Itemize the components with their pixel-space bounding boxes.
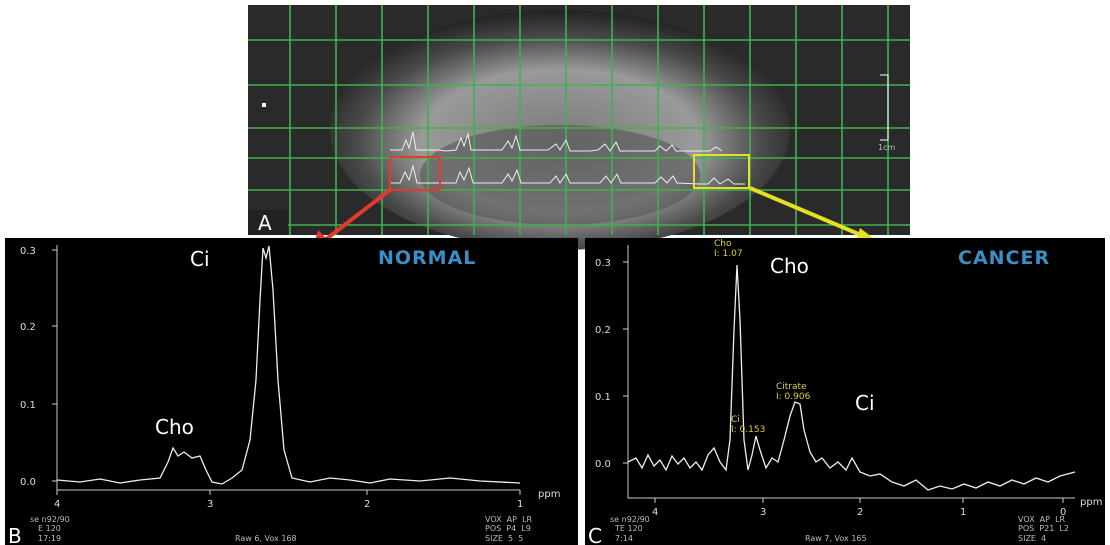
footer-text: VOX AP LR <box>485 515 533 524</box>
peak-label: Cho <box>770 254 809 278</box>
footer-text: POS P21 L2 <box>1018 524 1069 533</box>
x-tick-label: 4 <box>54 499 60 510</box>
x-tick-label: 2 <box>364 499 370 510</box>
footer-text: 17:19 <box>38 534 61 543</box>
annotation: Ci <box>731 415 740 425</box>
footer-text: 7:14 <box>615 534 633 543</box>
panel-background <box>5 238 578 545</box>
y-tick-label: 0.0 <box>20 477 36 488</box>
panel-label: C <box>588 524 602 545</box>
y-tick-label: 0.1 <box>20 400 36 411</box>
y-tick-label: 0.3 <box>595 258 611 269</box>
y-tick-label: 0.1 <box>595 392 611 403</box>
figure: 1cm A 0.3 0.2 0.1 0.0 4 3 2 1 ppm Ci Cho… <box>0 0 1110 545</box>
y-tick-label: 0.3 <box>20 246 36 257</box>
panel-title: NORMAL <box>378 247 476 269</box>
panel-label: B <box>8 524 22 545</box>
annotation: Cho <box>714 239 732 249</box>
x-tick-label: 1 <box>960 507 966 518</box>
annotation: I: 1.07 <box>714 249 743 259</box>
panel-background <box>585 238 1105 545</box>
footer-text: se n92/90 <box>610 515 650 524</box>
footer-text: POS P4 L9 <box>485 524 531 533</box>
y-tick-label: 0.0 <box>595 459 611 470</box>
annotation: I: 0.906 <box>776 392 811 402</box>
footer-text: SIZE 5 5 <box>485 534 523 543</box>
footer-text: SIZE 4 <box>1018 534 1046 543</box>
panel-label: A <box>258 211 272 235</box>
footer-text: Raw 6, Vox 168 <box>235 534 297 543</box>
footer-text: VOX AP LR <box>1018 515 1066 524</box>
panel-title: CANCER <box>958 247 1050 269</box>
marker-dot <box>262 103 266 107</box>
x-tick-label: 3 <box>207 499 213 510</box>
x-unit: ppm <box>538 489 560 500</box>
peak-label: Ci <box>855 391 875 415</box>
footer-text: TE 120 <box>614 524 643 533</box>
y-tick-label: 0.2 <box>20 322 36 333</box>
panel-b: 0.3 0.2 0.1 0.0 4 3 2 1 ppm Ci Cho NORMA… <box>5 238 578 545</box>
footer-text: E 120 <box>38 524 61 533</box>
x-tick-label: 1 <box>517 499 523 510</box>
footer-text: Raw 7, Vox 165 <box>805 534 867 543</box>
x-unit: ppm <box>1080 497 1102 508</box>
x-tick-label: 2 <box>857 507 863 518</box>
annotation: I: 0.153 <box>731 425 765 435</box>
x-tick-label: 3 <box>760 507 766 518</box>
y-tick-label: 0.2 <box>595 325 611 336</box>
footer-text: se n92/90 <box>30 515 70 524</box>
scale-label: 1cm <box>878 143 895 152</box>
peak-label: Ci <box>190 247 210 271</box>
annotation: Citrate <box>776 382 807 392</box>
panel-c: 0.3 0.2 0.1 0.0 4 3 2 1 0 ppm Cho I: 1.0… <box>585 238 1105 545</box>
x-tick-label: 4 <box>652 507 658 518</box>
peak-label: Cho <box>155 415 194 439</box>
